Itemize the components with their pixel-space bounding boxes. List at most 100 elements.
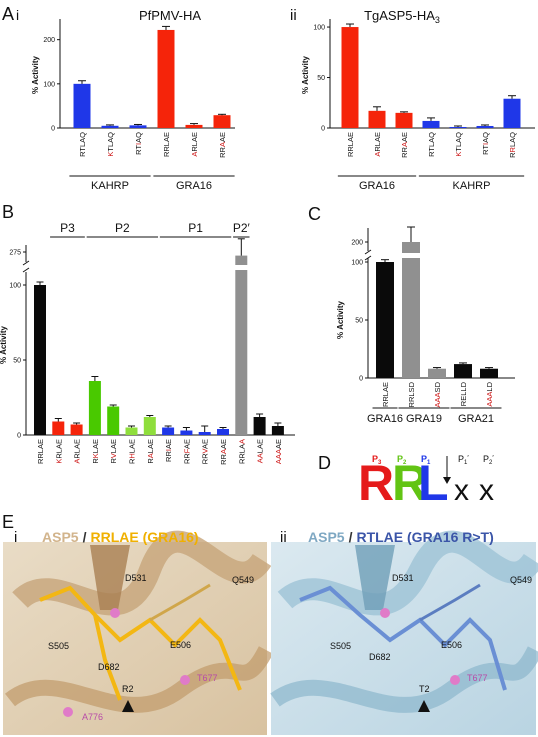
chart-c: 0 50 100 200 % Activity RRLAE RRLSD AAASD RELLD A…	[336, 226, 515, 425]
motif-letter-r2: R	[392, 455, 428, 511]
panel-label-a: A	[2, 4, 14, 24]
chart-b-ylabel: % Activity	[0, 325, 8, 363]
motif-pos-p1-prime: P1′	[458, 454, 469, 466]
chart-b: 0 50 100 275 % Activity RRLAE KRLAE ARLAE RKLAE R…	[0, 221, 295, 465]
chart-c-ytick-label: 50	[355, 318, 363, 325]
chart-b-bar-lower	[235, 270, 248, 435]
structure-i-label-d531: D531	[125, 573, 147, 583]
chart-a-i: PfPMV-HA 0 100 200 % Activity RTLAQ KTLAQ RTIA…	[31, 8, 235, 192]
chart-c-ytick-label: 100	[351, 260, 363, 267]
chart-a-i-category-label: RRAAE	[218, 132, 227, 158]
chart-b-bar	[143, 417, 156, 435]
chart-c-ytick-label: 200	[351, 240, 363, 247]
structure-i-title: ASP5/RRLAE (GRA16)	[42, 529, 199, 545]
motif-letter-x1: x	[454, 474, 469, 507]
chart-b-group-label: P1	[188, 221, 203, 235]
cleavage-motif: P3 P2 P1 P1′ P2′ R R L x x	[358, 454, 494, 511]
chart-a-ii-category-label: KTLAQ	[454, 132, 463, 157]
chart-a-i-bar	[213, 115, 231, 128]
structure-panel-ii: D531 Q549 S505 E506 D682 T677 T2	[270, 530, 538, 735]
chart-a-ii-bar	[449, 126, 467, 128]
chart-b-category-label: ARLAE	[73, 439, 82, 464]
chart-a-i-bar	[129, 125, 147, 128]
chart-a-ii-bar	[368, 110, 386, 128]
chart-b-category-label: RRLAE	[36, 439, 45, 464]
structure-i-sidechain	[149, 583, 211, 622]
chart-b-category-label: KRLAE	[54, 439, 63, 464]
structure-ii-ribbon-2	[270, 646, 538, 713]
chart-a-i-title: PfPMV-HA	[139, 8, 201, 23]
chart-c-bar-upper	[402, 242, 420, 253]
chart-b-bar	[125, 427, 138, 435]
structure-i-ribbon-2	[5, 646, 274, 713]
chart-b-ytick-label: 275	[9, 250, 21, 257]
structure-ii-label-t2: T2	[419, 684, 430, 694]
chart-a-ii-ytick-label: 0	[321, 126, 325, 133]
chart-b-ytick-label: 50	[13, 358, 21, 365]
structure-ii-sidechain	[419, 583, 481, 622]
chart-a-ii-category-label: RRLAE	[346, 132, 355, 157]
chart-a-i-ytick-label: 100	[43, 81, 55, 88]
chart-c-axis-break	[364, 249, 372, 255]
chart-c-category-label: RELLD	[459, 381, 468, 406]
chart-a-i-bar	[101, 125, 119, 128]
chart-a-ii-title: TgASP5-HA3	[364, 8, 440, 25]
chart-b-bar	[70, 424, 83, 435]
chart-a-ii-category-label: RRAAE	[400, 132, 409, 158]
chart-b-ytick-label: 100	[9, 283, 21, 290]
chart-a-i-bar	[157, 29, 175, 129]
structure-ii-label-d531: D531	[392, 573, 414, 583]
chart-c-group-label: GRA19	[406, 413, 442, 425]
panel-label-c: C	[308, 204, 321, 224]
chart-a-i-group-label: KAHRP	[91, 180, 129, 192]
structure-ii-title-slash: /	[349, 529, 353, 545]
structure-i-label-r2: R2	[122, 684, 134, 694]
motif-letter-r1: R	[358, 455, 394, 511]
chart-b-axis-break	[22, 260, 30, 266]
structure-i-label-s505: S505	[48, 641, 69, 651]
structure-ii-label-s505: S505	[330, 641, 351, 651]
panel-label-e-i: i	[14, 529, 17, 546]
chart-a-i-category-label: RTLAQ	[78, 132, 87, 157]
chart-c-ylabel: % Activity	[336, 300, 345, 338]
motif-pos-p3: P3	[372, 454, 382, 466]
chart-a-ii-bar	[341, 27, 359, 128]
chart-a-ii: TgASP5-HA3 0 50 100 % Activity RRLAE ARLAE RRA…	[301, 8, 535, 192]
chart-a-ii-bar	[476, 125, 494, 128]
motif-letter-x2: x	[479, 474, 494, 507]
chart-b-category-label: RRAAE	[219, 439, 228, 465]
chart-b-group-label: P2′	[233, 221, 251, 235]
panel-label-e-ii: ii	[280, 529, 287, 546]
chart-c-group-label: GRA21	[458, 413, 494, 425]
chart-b-bar	[162, 427, 175, 435]
chart-b-category-label: RRVAE	[201, 439, 210, 464]
chart-c-bar	[454, 364, 472, 378]
chart-c-category-label: RRLSD	[407, 381, 416, 407]
chart-b-category-label: RVLAE	[109, 439, 118, 464]
structure-i-atom-3	[63, 707, 73, 717]
chart-b-group-label: P3	[60, 221, 75, 235]
structure-i-label-e506: E506	[170, 640, 191, 650]
motif-pos-p2-prime: P2′	[483, 454, 494, 466]
chart-b-bar	[52, 421, 65, 435]
structure-ii-atom-1	[380, 608, 390, 618]
chart-a-ii-ytick-label: 50	[317, 75, 325, 82]
panel-label-a-i: i	[16, 7, 19, 23]
chart-a-i-bar	[185, 124, 203, 128]
chart-c-axis-break	[364, 255, 372, 261]
chart-c-bar	[376, 262, 394, 378]
structure-i-label-a776: A776	[82, 712, 103, 722]
chart-b-bar	[107, 406, 120, 435]
chart-b-category-label: AALAE	[256, 439, 265, 463]
chart-b-category-label: RRIAE	[164, 439, 173, 462]
chart-b-ytick-label: 0	[17, 433, 21, 440]
structure-i-title-a: ASP5	[42, 529, 79, 545]
cleavage-arrow-head	[443, 477, 451, 484]
chart-c-category-label: AAALD	[485, 381, 494, 406]
chart-b-category-label: RRFAE	[182, 439, 191, 464]
structure-ii-label-d682: D682	[369, 652, 391, 662]
chart-a-i-group-label: GRA16	[176, 180, 212, 192]
structure-ii-label-t677: T677	[467, 673, 488, 683]
chart-c-ytick-label: 0	[359, 376, 363, 383]
structure-ii-title-b: RTLAE (GRA16 R>T)	[356, 529, 493, 545]
